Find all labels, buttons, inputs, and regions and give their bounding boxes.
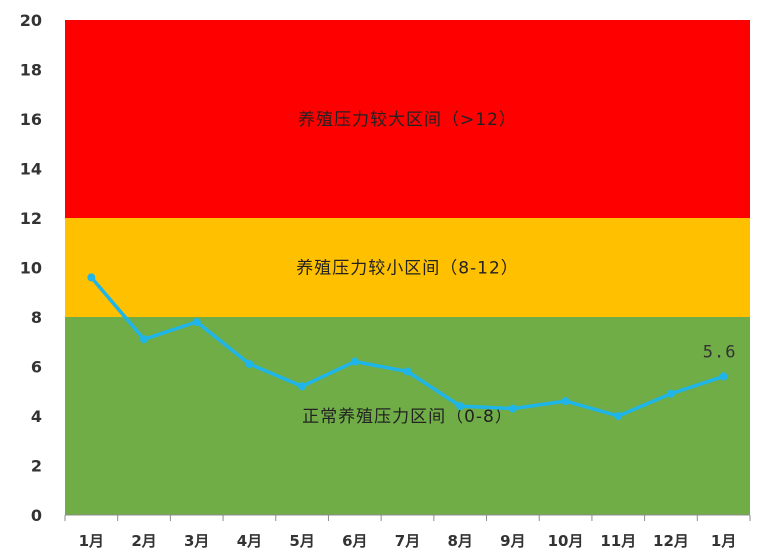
data-point — [508, 404, 517, 413]
background-bands: 正常养殖压力区间（0-8） 养殖压力较小区间（8-12） 养殖压力较大区间（>12） — [65, 20, 750, 515]
x-tick-label: 1月 — [79, 532, 104, 550]
data-point — [245, 360, 254, 369]
y-tick-label: 16 — [20, 110, 42, 129]
data-point — [298, 382, 307, 391]
y-tick-label: 0 — [31, 506, 42, 525]
y-tick-label: 14 — [20, 160, 42, 179]
y-tick-label: 2 — [31, 457, 42, 476]
x-axis-ticks: 1月 2月 3月 4月 5月 6月 7月 8月 9月 10月 11月 12月 1月 — [64, 515, 751, 550]
y-tick-label: 10 — [20, 259, 42, 278]
data-point — [403, 367, 412, 376]
series-line — [87, 273, 728, 420]
y-tick-label: 18 — [20, 61, 42, 80]
band-label-1: 养殖压力较小区间（8-12） — [296, 259, 519, 279]
data-label: 5.6 — [703, 342, 737, 362]
annotations: 5.6 — [703, 342, 737, 362]
x-tick-label: 6月 — [342, 532, 367, 550]
data-point — [192, 317, 201, 326]
y-tick-label: 4 — [31, 407, 42, 426]
data-point — [140, 335, 149, 344]
x-tick-label: 12月 — [653, 532, 689, 550]
data-point — [666, 389, 675, 398]
data-point — [614, 412, 623, 420]
band-label-2: 养殖压力较大区间（>12） — [298, 110, 517, 130]
band-0 — [65, 317, 750, 515]
x-tick-label: 8月 — [447, 532, 472, 550]
data-point — [350, 357, 359, 366]
y-axis-ticks: 0 2 4 6 8 10 12 14 16 18 20 — [20, 11, 42, 525]
x-tick-label: 11月 — [600, 532, 636, 550]
x-tick-label: 3月 — [184, 532, 209, 550]
data-point — [561, 397, 570, 406]
band-label-0: 正常养殖压力区间（0-8） — [302, 407, 513, 427]
x-tick-label: 10月 — [548, 532, 584, 550]
x-tick-label: 4月 — [237, 532, 262, 550]
y-tick-label: 20 — [20, 11, 42, 30]
data-point — [456, 402, 465, 411]
band-2 — [65, 20, 750, 218]
x-tick-label: 9月 — [500, 532, 525, 550]
x-tick-label: 7月 — [395, 532, 420, 550]
x-tick-label: 1月 — [711, 532, 736, 550]
x-tick-label: 2月 — [131, 532, 156, 550]
y-tick-label: 12 — [20, 209, 42, 228]
data-point — [719, 372, 728, 381]
band-1 — [65, 218, 750, 317]
y-tick-label: 6 — [31, 358, 42, 377]
data-point — [87, 273, 96, 282]
x-tick-label: 5月 — [289, 532, 314, 550]
y-tick-label: 8 — [31, 308, 42, 327]
